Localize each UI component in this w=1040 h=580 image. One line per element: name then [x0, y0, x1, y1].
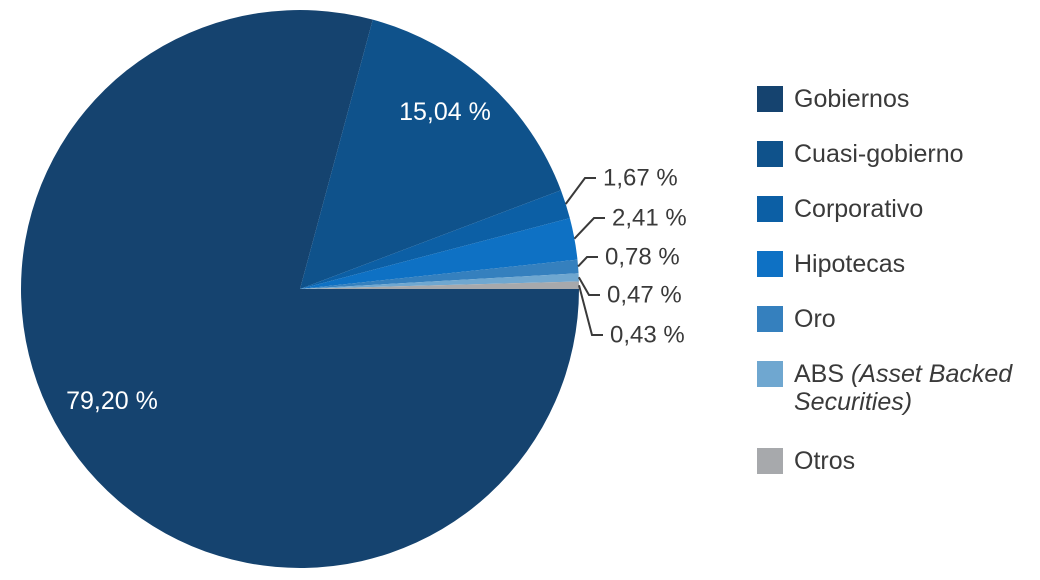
pie-slice-gobiernos	[20, 10, 579, 569]
slice-value-label-abs-asset-backed-securities: 0,47 %	[607, 282, 682, 309]
slice-value-label-cuasi-gobierno: 15,04 %	[399, 98, 491, 126]
slice-value-label-corporativo: 1,67 %	[603, 165, 678, 192]
pie-slice-hipotecas	[300, 218, 578, 289]
legend-label-otros: Otros	[794, 447, 856, 475]
legend-swatch-hipotecas	[757, 251, 783, 277]
legend-swatch-cuasi-gobierno	[757, 141, 783, 167]
slice-value-label-gobiernos: 79,20 %	[66, 387, 158, 415]
leader-line-hipotecas	[573, 217, 605, 240]
legend-swatch-gobiernos	[757, 86, 783, 112]
legend-swatch-oro	[757, 306, 783, 332]
legend-swatch-otros	[757, 448, 783, 474]
legend-item-abs-asset-backed-securities: ABS (Asset Backed Securities)	[757, 360, 1027, 416]
legend-swatch-abs-asset-backed-securities	[757, 361, 783, 387]
slice-value-label-hipotecas: 2,41 %	[612, 205, 687, 232]
pie-slice-oro	[300, 259, 579, 289]
slice-value-label-oro: 0,78 %	[605, 244, 680, 271]
legend-swatch-corporativo	[757, 196, 783, 222]
legend-item-corporativo: Corporativo	[757, 195, 1027, 223]
pie-slice-abs-asset-backed-securities	[300, 273, 579, 289]
legend-label-gobiernos: Gobiernos	[794, 85, 910, 113]
pie-slice-corporativo	[300, 190, 570, 289]
legend-item-cuasi-gobierno: Cuasi-gobierno	[757, 140, 1027, 168]
slice-value-label-otros: 0,43 %	[610, 322, 685, 349]
pie-slice-otros	[300, 281, 579, 289]
legend-label-abs-asset-backed-securities: ABS (Asset Backed Securities)	[794, 360, 1013, 416]
legend-item-oro: Oro	[757, 305, 1027, 333]
leader-line-abs-asset-backed-securities	[577, 276, 600, 296]
legend-item-hipotecas: Hipotecas	[757, 250, 1027, 278]
legend-label-oro: Oro	[794, 305, 836, 333]
legend-label-cuasi-gobierno: Cuasi-gobierno	[794, 140, 964, 168]
legend-label-hipotecas: Hipotecas	[794, 250, 906, 278]
leader-line-otros	[578, 284, 603, 336]
chart-legend: Gobiernos Cuasi-gobierno Corporativo Hipote…	[757, 85, 1027, 502]
leader-line-oro	[577, 256, 598, 268]
legend-label-corporativo: Corporativo	[794, 195, 924, 223]
leader-line-corporativo	[564, 177, 596, 205]
legend-item-gobiernos: Gobiernos	[757, 85, 1027, 113]
pie-slice-cuasi-gobierno	[300, 19, 561, 289]
legend-item-otros: Otros	[757, 447, 1027, 475]
